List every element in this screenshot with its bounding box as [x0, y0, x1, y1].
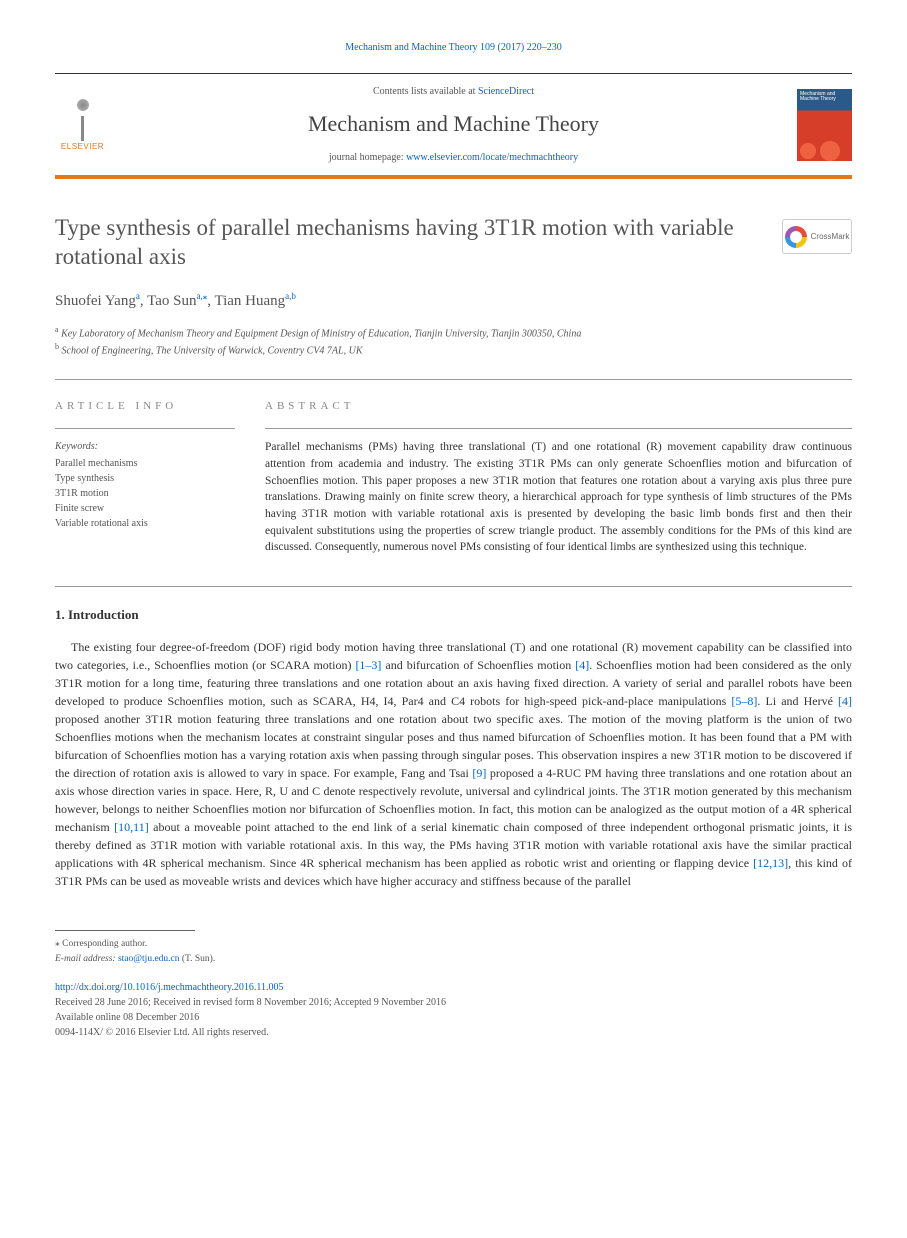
keywords-list: Parallel mechanismsType synthesis3T1R mo…: [55, 456, 235, 531]
homepage-line: journal homepage: www.elsevier.com/locat…: [125, 150, 782, 165]
cover-title: Mechanism and Machine Theory: [800, 92, 852, 103]
abstract-label: ABSTRACT: [265, 398, 852, 415]
abstract-text: Parallel mechanisms (PMs) having three t…: [265, 439, 852, 556]
header-center: Contents lists available at ScienceDirec…: [125, 84, 782, 165]
journal-header: ELSEVIER Contents lists available at Sci…: [55, 73, 852, 179]
crossmark-icon: [785, 226, 807, 248]
doi-link[interactable]: http://dx.doi.org/10.1016/j.mechmachtheo…: [55, 982, 284, 993]
received-line: Received 28 June 2016; Received in revis…: [55, 995, 852, 1010]
divider: [55, 379, 852, 380]
article-history: Received 28 June 2016; Received in revis…: [55, 995, 852, 1040]
introduction-body: The existing four degree-of-freedom (DOF…: [55, 638, 852, 890]
footnote-divider: [55, 930, 195, 931]
affiliations: a Key Laboratory of Mechanism Theory and…: [55, 324, 852, 359]
article-title: Type synthesis of parallel mechanisms ha…: [55, 214, 852, 272]
online-line: Available online 08 December 2016: [55, 1010, 852, 1025]
sciencedirect-link[interactable]: ScienceDirect: [478, 86, 534, 97]
journal-reference: Mechanism and Machine Theory 109 (2017) …: [55, 40, 852, 55]
elsevier-logo[interactable]: ELSEVIER: [55, 95, 110, 155]
journal-name: Mechanism and Machine Theory: [125, 107, 782, 140]
copyright-line: 0094-114X/ © 2016 Elsevier Ltd. All righ…: [55, 1025, 852, 1040]
abstract-column: ABSTRACT Parallel mechanisms (PMs) havin…: [265, 398, 852, 556]
info-divider: [55, 428, 235, 429]
email-label: E-mail address:: [55, 954, 116, 964]
email-link[interactable]: stao@tju.edu.cn: [118, 954, 180, 964]
authors-line: Shuofei Yanga, Tao Suna,⁎, Tian Huanga,b: [55, 290, 852, 313]
journal-cover-thumbnail[interactable]: Mechanism and Machine Theory: [797, 89, 852, 161]
abstract-divider: [265, 428, 852, 429]
email-suffix: (T. Sun).: [182, 954, 215, 964]
article-info-label: ARTICLE INFO: [55, 398, 235, 415]
homepage-link[interactable]: www.elsevier.com/locate/mechmachtheory: [406, 152, 578, 163]
title-text: Type synthesis of parallel mechanisms ha…: [55, 215, 734, 269]
corresponding-author: ⁎ Corresponding author.: [55, 937, 852, 951]
doi-line: http://dx.doi.org/10.1016/j.mechmachtheo…: [55, 980, 852, 995]
contents-prefix: Contents lists available at: [373, 86, 478, 97]
info-abstract-row: ARTICLE INFO Keywords: Parallel mechanis…: [55, 398, 852, 556]
article-info-column: ARTICLE INFO Keywords: Parallel mechanis…: [55, 398, 235, 556]
homepage-prefix: journal homepage:: [329, 152, 406, 163]
email-line: E-mail address: stao@tju.edu.cn (T. Sun)…: [55, 952, 852, 966]
introduction-heading: 1. Introduction: [55, 605, 852, 625]
divider-bottom: [55, 586, 852, 587]
contents-available-line: Contents lists available at ScienceDirec…: [125, 84, 782, 99]
elsevier-tree-icon: [60, 96, 105, 141]
elsevier-text: ELSEVIER: [61, 141, 104, 153]
crossmark-label: CrossMark: [811, 232, 850, 242]
crossmark-badge[interactable]: CrossMark: [782, 219, 852, 254]
footnotes: ⁎ Corresponding author. E-mail address: …: [55, 937, 852, 966]
keywords-header: Keywords:: [55, 439, 235, 454]
